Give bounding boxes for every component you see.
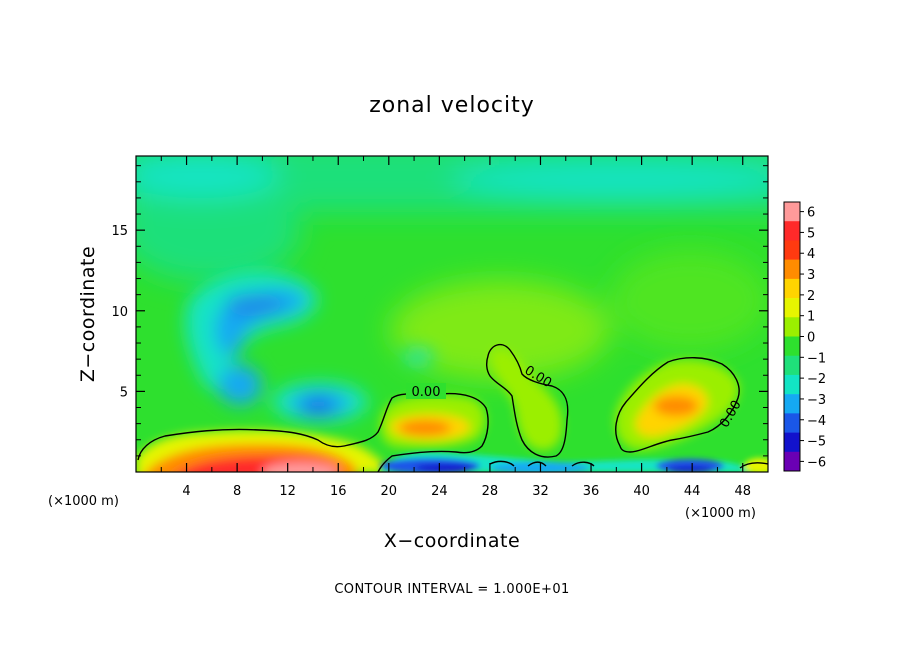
surface-negative-core-2 <box>668 466 712 472</box>
contour-label-1: 0.00 <box>412 385 441 400</box>
x-tick-label: 4 <box>182 484 190 499</box>
x-tick-label: 20 <box>381 484 398 499</box>
colorbar-label: −4 <box>807 414 826 429</box>
x-tick-label: 24 <box>431 484 448 499</box>
x-axis-title: X−coordinate <box>384 530 520 552</box>
colorbar-label: 0 <box>807 331 815 346</box>
colorbar-label: 2 <box>807 289 815 304</box>
x-unit-left: (×1000 m) <box>48 494 119 509</box>
colorbar-swatch <box>784 413 800 433</box>
colorbar-label: 4 <box>807 247 815 262</box>
x-tick-label: 12 <box>279 484 296 499</box>
upper-left-cyan-band <box>120 154 280 198</box>
small-negative-cell <box>402 350 434 364</box>
right-weak-positive <box>610 250 770 350</box>
colorbar-swatch <box>784 317 800 337</box>
colorbar-swatch <box>784 221 800 241</box>
velocity-field <box>120 140 800 482</box>
colorbar-label: 3 <box>807 268 815 283</box>
mid-negative-core <box>302 398 334 414</box>
colorbar-label: −1 <box>807 351 826 366</box>
x-tick-label: 8 <box>233 484 241 499</box>
upper-negative-peak <box>225 293 285 317</box>
chart-title: zonal velocity <box>369 93 535 118</box>
colorbar-swatch <box>784 433 800 453</box>
y-tick-label: 10 <box>111 305 128 320</box>
surface-negative-core-1 <box>415 464 475 472</box>
x-unit-right: (×1000 m) <box>685 506 756 521</box>
contour-interval-note: CONTOUR INTERVAL = 1.000E+01 <box>334 582 569 597</box>
colorbar-label: 5 <box>807 226 815 241</box>
y-tick-label: 5 <box>120 385 128 400</box>
colorbar-swatch <box>784 298 800 318</box>
colorbar-swatch <box>784 375 800 395</box>
colorbar-swatch <box>784 240 800 260</box>
left-negative-lobe <box>218 365 262 405</box>
colorbar-label: 6 <box>807 206 815 221</box>
colorbar-swatch <box>784 356 800 376</box>
right-positive-cell-orange <box>654 396 698 416</box>
colorbar-swatch <box>784 394 800 414</box>
colorbar-label: −3 <box>807 393 826 408</box>
colorbar-swatch <box>784 279 800 299</box>
y-tick-label: 15 <box>111 224 128 239</box>
colorbar-swatch <box>784 260 800 280</box>
positive-cell-orange <box>399 420 451 436</box>
colorbar-label: −2 <box>807 372 826 387</box>
x-tick-label: 36 <box>583 484 600 499</box>
x-tick-label: 16 <box>330 484 347 499</box>
colorbar-swatch <box>784 337 800 357</box>
x-tick-label: 44 <box>684 484 701 499</box>
colorbar-label: −6 <box>807 455 826 470</box>
colorbar: 6 5 4 3 2 1 0 −1 −2 −3 −4 −5 −6 <box>784 202 826 471</box>
colorbar-label: −5 <box>807 435 826 450</box>
colorbar-swatch <box>784 202 800 222</box>
colorbar-swatch <box>784 452 800 472</box>
x-tick-label: 28 <box>482 484 499 499</box>
colorbar-label: 1 <box>807 310 815 325</box>
x-tick-label: 40 <box>633 484 650 499</box>
y-axis-title: Z−coordinate <box>77 246 99 382</box>
x-tick-label: 32 <box>532 484 549 499</box>
x-tick-label: 48 <box>734 484 751 499</box>
upper-right-band <box>450 162 790 198</box>
